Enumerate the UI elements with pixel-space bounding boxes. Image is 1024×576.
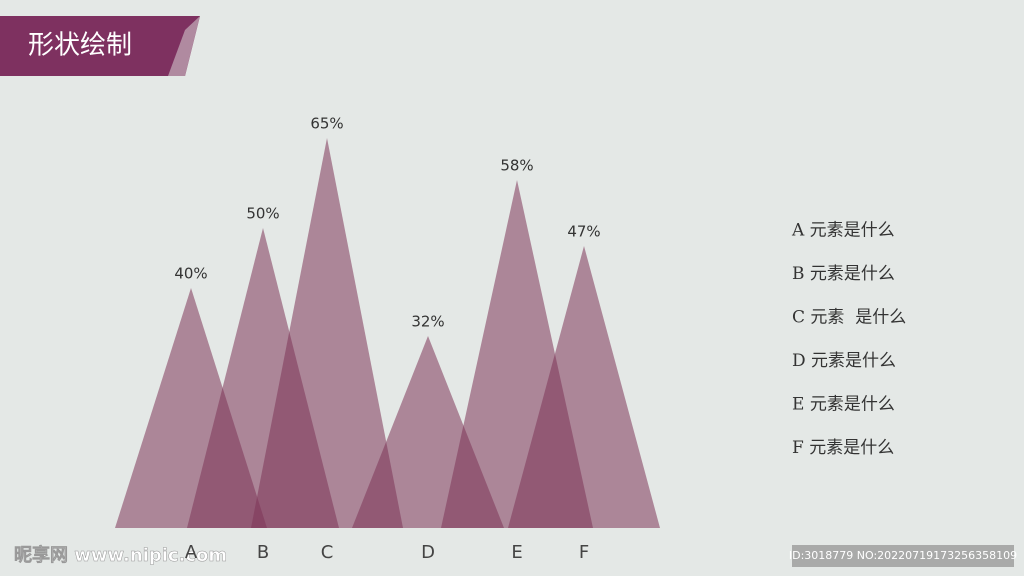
triangle <box>508 246 660 528</box>
value-label: 47% <box>567 223 600 241</box>
category-label: A <box>185 542 198 563</box>
category-label: B <box>257 542 269 563</box>
legend-item: A 元素是什么 <box>791 221 895 241</box>
legend-item: E 元素是什么 <box>792 395 895 415</box>
watermark-id: ID:3018779 NO:20220719173256358109 <box>789 549 1017 562</box>
legend-item: D 元素是什么 <box>792 351 896 371</box>
value-label: 50% <box>246 205 279 223</box>
legend-item: B 元素是什么 <box>792 264 895 284</box>
title-banner-accent <box>168 16 200 76</box>
legend-item: F 元素是什么 <box>792 438 894 458</box>
watermark-id-box <box>792 545 1014 567</box>
category-label: E <box>511 542 522 563</box>
category-label: F <box>579 542 589 563</box>
triangle <box>251 138 403 528</box>
value-label: 32% <box>411 313 444 331</box>
watermark-logo: 昵享网 www.nipic.com <box>14 544 227 566</box>
slide-title: 形状绘制 <box>28 31 132 61</box>
category-label: C <box>321 542 334 563</box>
category-label: D <box>421 542 435 563</box>
value-label: 40% <box>174 265 207 283</box>
value-label: 65% <box>310 115 343 133</box>
value-label: 58% <box>500 157 533 175</box>
title-banner <box>0 16 200 76</box>
legend-item: C 元素 是什么 <box>792 308 906 328</box>
